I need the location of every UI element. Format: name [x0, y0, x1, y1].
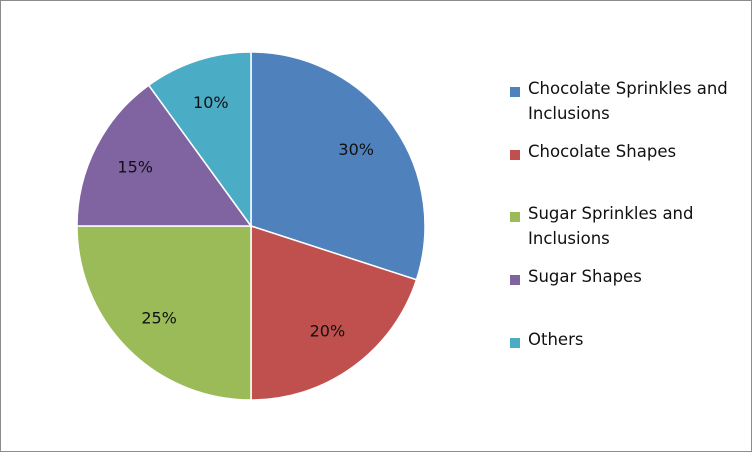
pie-slice-others: [147, 51, 252, 229]
pie-label-others: 10%: [193, 93, 229, 112]
pie-slice-chocolate-shapes: [250, 224, 418, 401]
pie-slice-sugar-sprinkles: [76, 225, 252, 401]
pie-label-sugar-sprinkles: 25%: [141, 308, 177, 327]
pie-slice-sugar-shapes: [76, 84, 253, 227]
pie-data-labels: 30% 20% 25% 15% 10%: [117, 93, 374, 341]
pie-label-sugar-shapes: 15%: [117, 158, 153, 177]
pie-slices: [76, 51, 426, 401]
pie-label-chocolate-sprinkles: 30%: [338, 140, 374, 159]
pie-slice-chocolate-sprinkles: [250, 51, 426, 281]
pie-label-chocolate-shapes: 20%: [310, 322, 346, 341]
